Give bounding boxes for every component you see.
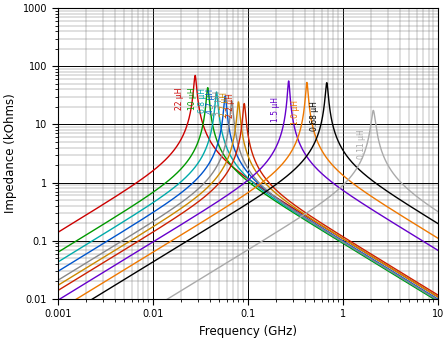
Text: 0.68 μH: 0.68 μH (310, 101, 319, 131)
Text: 1.5 μH: 1.5 μH (271, 97, 280, 122)
Text: 0.11 μH: 0.11 μH (357, 130, 366, 159)
Text: 1.0 μH: 1.0 μH (291, 100, 300, 125)
Text: 2.7 μH: 2.7 μH (220, 92, 228, 117)
Text: 10 μH: 10 μH (188, 87, 197, 110)
Text: 2.2 μH: 2.2 μH (226, 93, 235, 118)
Y-axis label: Impedance (kOhms): Impedance (kOhms) (4, 94, 17, 213)
Text: 6.8 μH: 6.8 μH (198, 88, 207, 113)
X-axis label: Frequency (GHz): Frequency (GHz) (198, 325, 297, 338)
Text: 4.7 μH: 4.7 μH (206, 89, 215, 114)
Text: 22 μH: 22 μH (175, 87, 184, 110)
Text: 3.3 μH: 3.3 μH (213, 91, 222, 116)
